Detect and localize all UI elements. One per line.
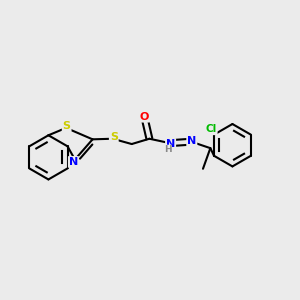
Text: O: O	[140, 112, 149, 122]
Text: Cl: Cl	[206, 124, 217, 134]
Text: N: N	[166, 139, 175, 149]
Text: N: N	[187, 136, 196, 146]
Text: S: S	[110, 132, 118, 142]
Text: S: S	[63, 121, 71, 131]
Text: H: H	[164, 145, 172, 154]
Text: N: N	[69, 157, 78, 167]
